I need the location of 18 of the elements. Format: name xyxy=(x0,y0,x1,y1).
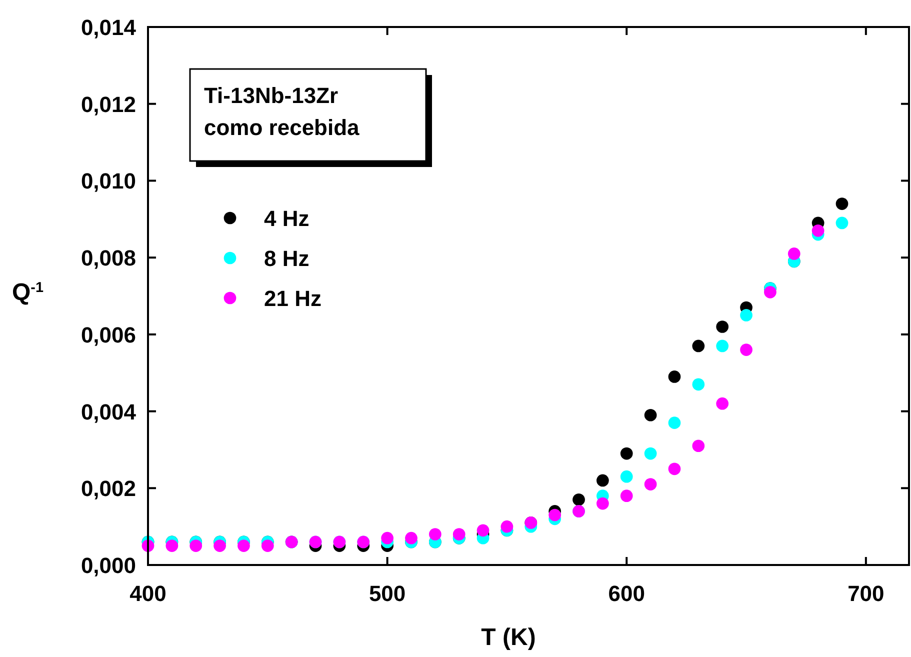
y-axis-title: Q$^{-1}$ xyxy=(12,279,44,306)
y-tick-label: 0,002 xyxy=(80,476,136,502)
x-tick-label: 700 xyxy=(848,581,884,606)
legend-label: 4 Hz xyxy=(264,206,310,231)
y-tick-label: 0,006 xyxy=(80,322,136,348)
y-tick-label: 0,000 xyxy=(80,553,136,578)
legend-label: 8 Hz xyxy=(264,246,310,271)
x-tick-label: 600 xyxy=(608,581,645,606)
annotation: Ti-13Nb-13Zr como recebida xyxy=(204,83,360,140)
y-tick-label: 0,008 xyxy=(80,246,136,271)
x-tick-label: 400 xyxy=(130,581,166,606)
x-tick-label: 500 xyxy=(368,581,406,606)
y-tick-label: 0,004 xyxy=(80,399,137,424)
x-axis-title: T (K) xyxy=(481,624,536,651)
y-tick-label: 0,014 xyxy=(80,15,137,40)
y-tick-label: 0,010 xyxy=(80,168,136,194)
y-tick-label: 0,012 xyxy=(80,92,136,117)
legend-label: 21 Hz xyxy=(264,286,322,311)
